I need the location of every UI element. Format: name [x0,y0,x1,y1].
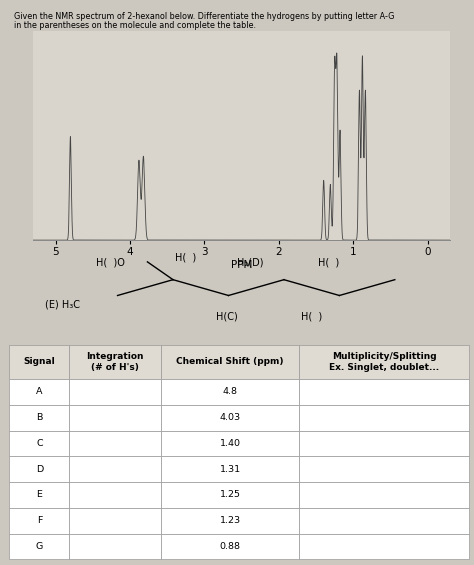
Text: H(C): H(C) [216,311,237,321]
Text: (E) H₃C: (E) H₃C [45,299,80,310]
Text: H(  ): H( ) [318,258,339,268]
Text: H(  )O: H( )O [96,258,125,268]
Text: H(  ): H( ) [301,311,322,321]
Text: H(  ): H( ) [175,253,196,263]
X-axis label: PPM: PPM [231,260,253,270]
Text: Given the NMR spectrum of 2-hexanol below. Differentiate the hydrogens by puttin: Given the NMR spectrum of 2-hexanol belo… [14,12,394,21]
Text: in the parentheses on the molecule and complete the table.: in the parentheses on the molecule and c… [14,21,256,31]
Text: H₂(D): H₂(D) [237,258,264,268]
